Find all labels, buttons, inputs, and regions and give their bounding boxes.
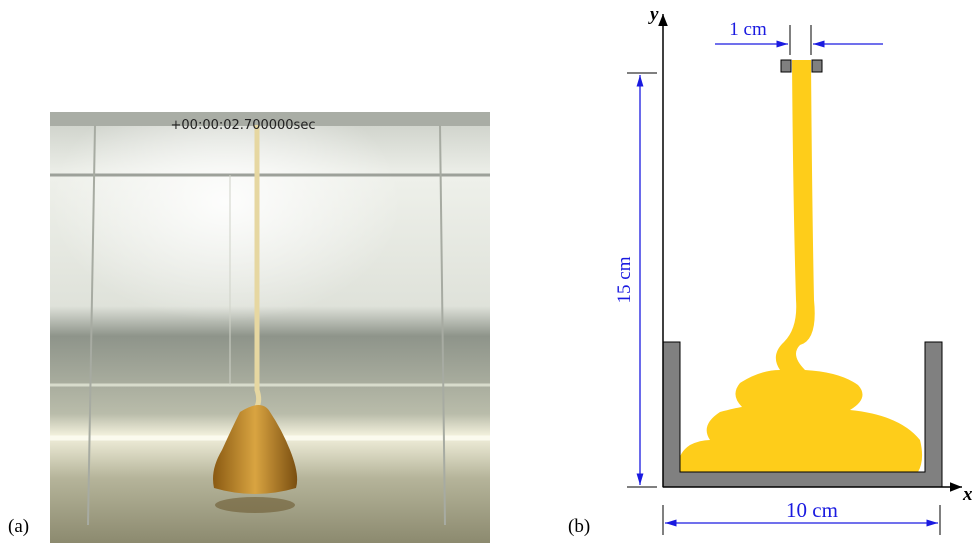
timestamp: +00:00:02.700000sec <box>171 118 316 133</box>
panel-label: (b) <box>568 516 590 537</box>
panel-label: (a) <box>8 516 29 537</box>
nozzle-width-label: 1 cm <box>729 19 767 40</box>
height-label: 15 cm <box>614 256 635 303</box>
figure: +00:00:02.700000sec (a) y x 1 cm 15 cm 1… <box>0 0 979 543</box>
photo: +00:00:02.700000sec <box>50 112 490 543</box>
y-axis-label: y <box>648 4 659 25</box>
x-axis-label: x <box>962 484 973 505</box>
width-label: 10 cm <box>786 498 838 522</box>
diagram <box>627 14 962 535</box>
